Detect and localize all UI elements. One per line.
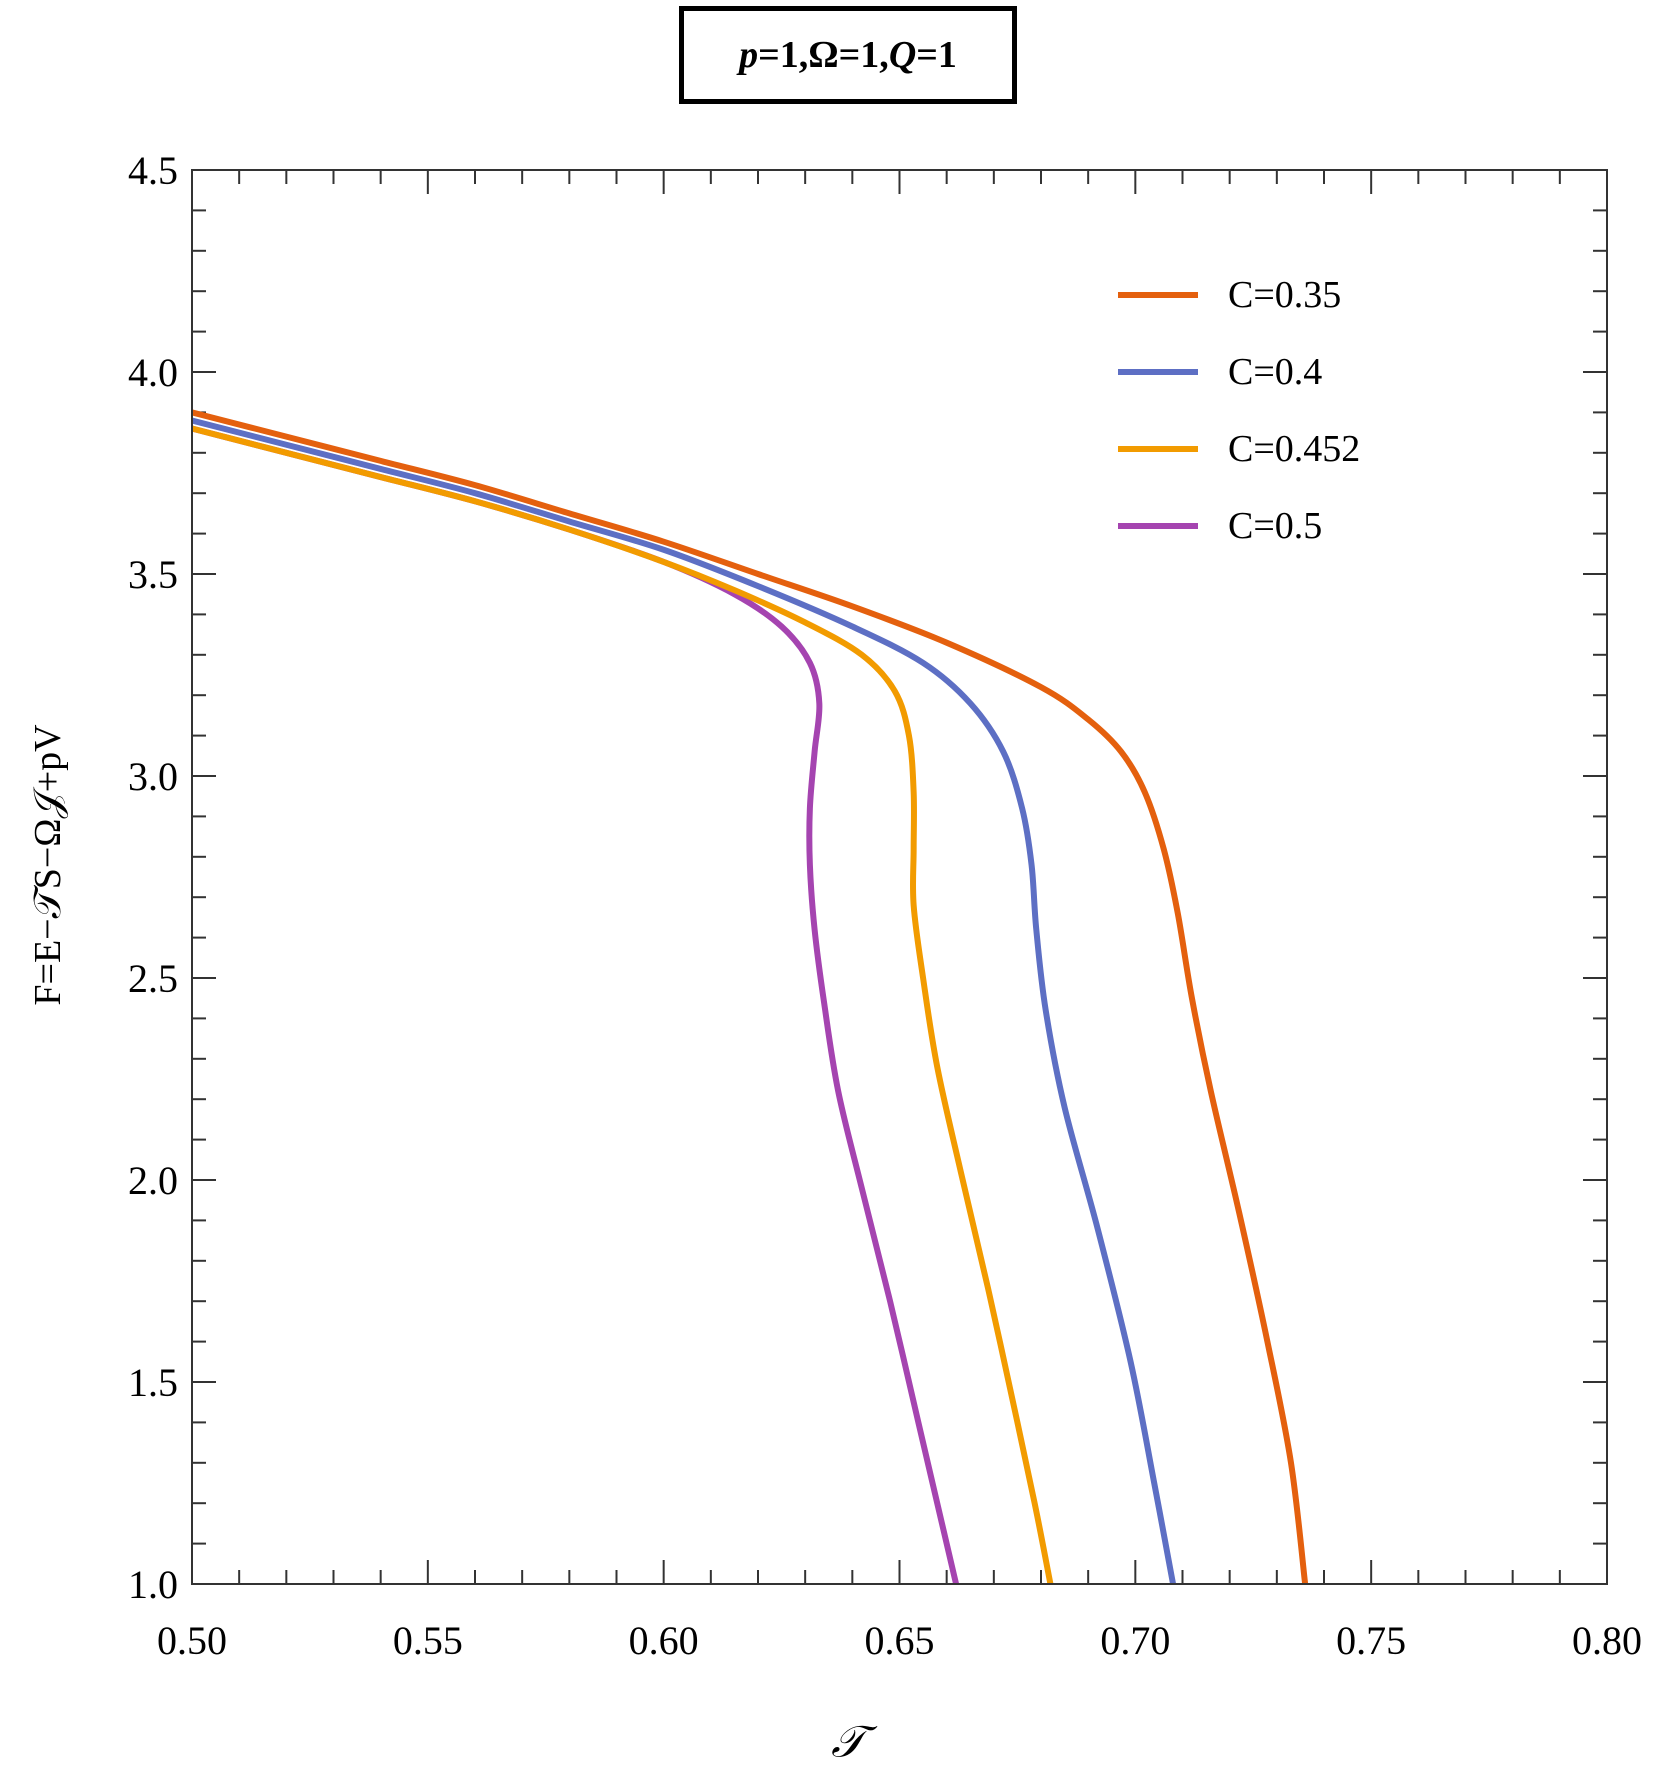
x-tick-label: 0.55 <box>393 1618 463 1663</box>
title-part: =1 <box>916 34 957 76</box>
chart-title: p =1, Ω =1, Q =1 <box>679 6 1017 104</box>
legend-swatch <box>1118 291 1198 298</box>
data-series <box>192 409 1309 1584</box>
legend-label: C=0.4 <box>1228 350 1323 393</box>
series-line-c-0-35 <box>192 409 1309 1584</box>
y-tick-label: 1.5 <box>128 1360 178 1405</box>
plot-frame <box>191 169 1608 1585</box>
series-line-c-0-452 <box>192 425 1054 1584</box>
legend-item: C=0.4 <box>1118 333 1360 410</box>
axis-ticks <box>191 169 1608 1585</box>
legend-swatch <box>1118 445 1198 452</box>
title-part: =1, <box>838 34 889 76</box>
y-axis-label: F=E−𝒯S−Ω𝒥+pV <box>27 724 69 1006</box>
x-tick-label: 0.70 <box>1100 1618 1170 1663</box>
y-tick-label: 2.5 <box>128 956 178 1001</box>
tick-labels: 0.50 0.55 0.60 0.65 0.70 0.75 0.80 1.0 1.5 2.0 2.5… <box>128 148 1642 1663</box>
legend-label: C=0.5 <box>1228 504 1323 547</box>
y-tick-label: 1.0 <box>128 1562 178 1607</box>
x-tick-label: 0.75 <box>1336 1618 1406 1663</box>
x-tick-label: 0.60 <box>629 1618 699 1663</box>
legend-label: C=0.35 <box>1228 273 1342 316</box>
x-axis-label: 𝒯 <box>831 1717 865 1767</box>
y-tick-label: 4.5 <box>128 148 178 193</box>
title-part: p <box>739 34 759 76</box>
legend: C=0.35 C=0.4 C=0.452 C=0.5 <box>1118 256 1360 564</box>
title-part: Q <box>888 34 917 76</box>
legend-swatch <box>1118 522 1198 529</box>
y-tick-label: 3.5 <box>128 552 178 597</box>
y-tick-label: 2.0 <box>128 1158 178 1203</box>
x-tick-label: 0.50 <box>157 1618 227 1663</box>
legend-item: C=0.35 <box>1118 256 1360 333</box>
title-part: Ω <box>808 34 839 76</box>
legend-swatch <box>1118 368 1198 375</box>
x-tick-label: 0.65 <box>865 1618 935 1663</box>
legend-label: C=0.452 <box>1228 427 1361 470</box>
title-part: =1, <box>758 34 809 76</box>
x-tick-label: 0.80 <box>1572 1618 1642 1663</box>
series-line-c-0-4 <box>192 417 1177 1584</box>
y-tick-label: 3.0 <box>128 754 178 799</box>
legend-item: C=0.452 <box>1118 410 1360 487</box>
legend-item: C=0.5 <box>1118 487 1360 564</box>
y-tick-label: 4.0 <box>128 350 178 395</box>
